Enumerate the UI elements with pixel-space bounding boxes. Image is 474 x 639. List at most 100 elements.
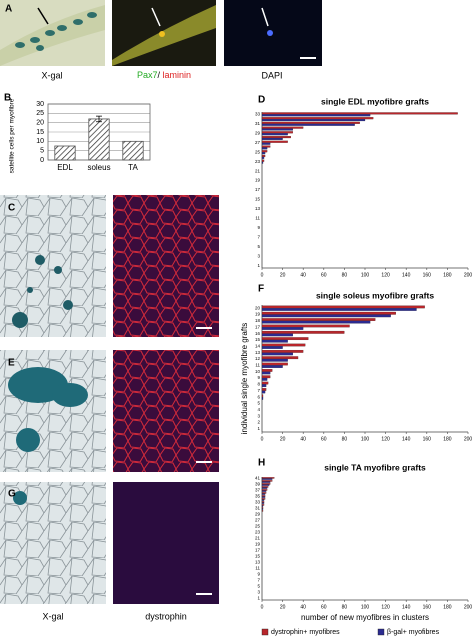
y-tick-label: 7 xyxy=(257,578,260,583)
bar xyxy=(261,477,275,479)
bar xyxy=(261,502,265,504)
x-tick-label: 60 xyxy=(321,604,327,610)
bar xyxy=(261,320,371,324)
bar xyxy=(261,150,268,153)
bar xyxy=(261,330,345,334)
x-tick-label: 180 xyxy=(443,436,452,442)
bar xyxy=(261,504,265,506)
image-xgal xyxy=(0,350,106,472)
bar xyxy=(261,152,266,155)
bar xyxy=(261,131,293,134)
y-tick-label: 3 xyxy=(257,590,260,595)
y-axis-label: satellite cells per myofibre xyxy=(9,98,16,173)
bar xyxy=(261,507,264,509)
bar xyxy=(261,492,267,494)
bar xyxy=(261,388,267,391)
bar xyxy=(261,333,293,337)
y-tick-label: 2 xyxy=(257,420,260,425)
bar xyxy=(88,118,110,161)
panel-label: A xyxy=(5,4,12,15)
bar xyxy=(261,343,306,347)
y-tick-label: 0 xyxy=(40,157,44,164)
y-tick-label: 25 xyxy=(255,149,261,154)
panel-label: B xyxy=(4,93,11,104)
bar xyxy=(261,114,371,117)
caption: X-gal xyxy=(41,70,62,80)
arrow xyxy=(37,7,49,25)
x-tick-label: 80 xyxy=(342,436,348,442)
y-tick-label: 9 xyxy=(257,225,260,230)
y-tick-label: 12 xyxy=(255,356,261,361)
bar xyxy=(261,495,266,497)
y-tick-label: 20 xyxy=(255,305,261,310)
x-tick-label: 100 xyxy=(361,272,370,278)
caption: DAPI xyxy=(261,70,282,80)
y-tick-label: 9 xyxy=(257,572,260,577)
bar xyxy=(261,365,283,368)
bar xyxy=(261,352,293,356)
error-bar xyxy=(96,115,102,123)
y-tick-label: 5 xyxy=(257,244,260,249)
bar xyxy=(261,496,266,498)
x-tick-label: soleus xyxy=(87,163,110,172)
bar xyxy=(261,136,291,139)
y-tick-label: 25 xyxy=(36,110,44,117)
x-tick-label: 80 xyxy=(342,604,348,610)
bar xyxy=(54,145,76,161)
x-tick-label: 100 xyxy=(361,436,370,442)
bar xyxy=(261,493,266,495)
y-tick-label: 4 xyxy=(257,407,260,412)
y-tick-label: 37 xyxy=(255,488,261,493)
bar xyxy=(261,327,304,330)
y-tick-label: 15 xyxy=(255,197,261,202)
bar xyxy=(261,483,271,485)
bar xyxy=(261,318,376,321)
y-tick-label: 23 xyxy=(255,159,261,164)
y-tick-label: 7 xyxy=(257,388,260,393)
chart-title: single soleus myofibre grafts xyxy=(316,290,434,300)
panel-label: D xyxy=(258,95,265,106)
bar xyxy=(261,117,374,120)
stain xyxy=(13,491,27,505)
y-tick-label: 6 xyxy=(257,394,260,399)
bar xyxy=(261,337,309,341)
x-tick-label: 180 xyxy=(443,604,452,610)
bar xyxy=(261,142,271,145)
y-tick-label: 1 xyxy=(257,263,260,268)
y-tick-label: 33 xyxy=(255,112,261,117)
bar xyxy=(261,140,288,143)
bar xyxy=(261,156,265,159)
y-tick-label: 9 xyxy=(257,375,260,380)
bar xyxy=(261,484,270,486)
y-tick-label: 41 xyxy=(255,476,261,481)
y-tick-label: 35 xyxy=(255,494,261,499)
x-tick-label: 180 xyxy=(443,272,452,278)
x-tick-label: 140 xyxy=(402,604,411,610)
y-axis-label: individual single myofibre grafts xyxy=(240,323,249,435)
bar xyxy=(261,349,304,353)
y-tick-label: 39 xyxy=(255,482,261,487)
x-tick-label: 100 xyxy=(361,604,370,610)
y-tick-label: 29 xyxy=(255,512,261,517)
bar xyxy=(261,498,266,500)
bar xyxy=(261,369,273,372)
bar xyxy=(261,390,266,394)
x-tick-label: 200 xyxy=(464,604,473,610)
bar xyxy=(261,137,283,140)
y-tick-label: 13 xyxy=(255,350,261,355)
arrow xyxy=(151,7,161,27)
y-tick-label: 13 xyxy=(255,560,261,565)
y-tick-label: 11 xyxy=(255,363,260,368)
bar xyxy=(261,384,267,388)
y-tick-label: 20 xyxy=(36,120,44,127)
x-tick-label: 120 xyxy=(381,604,390,610)
nucleus xyxy=(159,31,165,37)
x-tick-label: 40 xyxy=(300,604,306,610)
bar xyxy=(261,126,304,129)
y-tick-label: 17 xyxy=(255,548,261,553)
y-tick-label: 11 xyxy=(255,216,260,221)
bar xyxy=(261,362,288,366)
bar xyxy=(261,505,264,507)
y-tick-label: 31 xyxy=(255,121,261,126)
